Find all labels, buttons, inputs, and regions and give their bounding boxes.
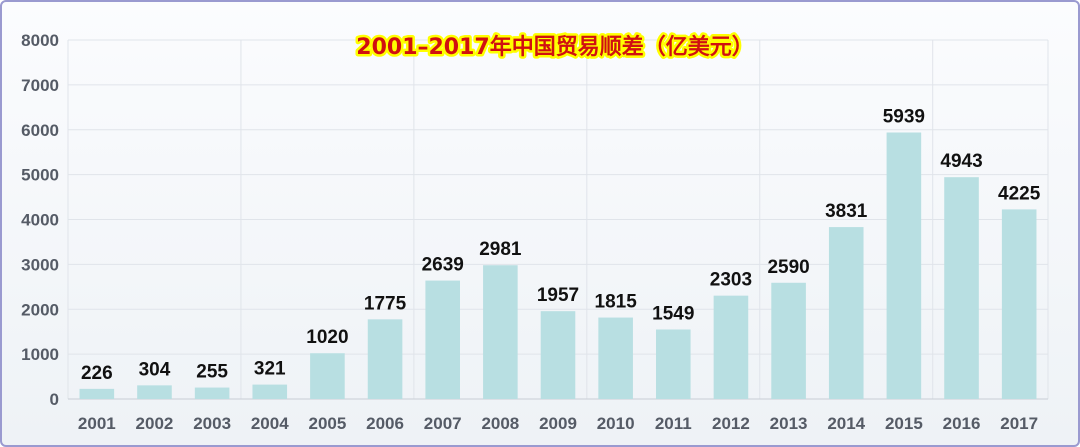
value-label-2014: 3831 [825, 201, 868, 222]
bar-2016 [944, 177, 979, 399]
x-tick-label-2009: 2009 [539, 414, 577, 433]
y-tick-label: 1000 [21, 345, 59, 364]
value-label-2001: 226 [81, 363, 113, 384]
x-tick-label-2010: 2010 [597, 414, 635, 433]
data-labels: 226 304 255 321 1020 1775 2639 2981 1957 1815 1549… [81, 106, 1041, 383]
x-tick-label-2003: 2003 [193, 414, 231, 433]
bar-2001 [79, 388, 115, 399]
bar-2010 [598, 317, 633, 399]
value-label-2006: 1775 [364, 293, 407, 314]
bar-2011 [656, 329, 691, 399]
value-label-2004: 321 [254, 359, 286, 380]
value-label-2007: 2639 [422, 255, 464, 276]
value-label-2016: 4943 [940, 151, 982, 172]
x-tick-label-2004: 2004 [251, 414, 289, 433]
value-label-2009: 1957 [537, 285, 579, 306]
value-label-2005: 1020 [306, 327, 348, 348]
bar-2013 [771, 282, 806, 399]
y-tick-label: 0 [50, 390, 59, 409]
y-tick-label: 8000 [21, 31, 59, 50]
bar-2007 [425, 280, 460, 399]
x-tick-label-2016: 2016 [943, 414, 981, 433]
x-tick-label-2007: 2007 [424, 414, 462, 433]
y-tick-label: 7000 [21, 76, 59, 95]
bar-2005 [310, 353, 345, 399]
y-tick-label: 6000 [21, 121, 59, 140]
value-label-2012: 2303 [710, 270, 752, 291]
value-label-2010: 1815 [595, 292, 638, 313]
y-tick-label: 5000 [21, 166, 59, 185]
bar-2009 [540, 311, 576, 399]
value-label-2003: 255 [196, 362, 228, 383]
x-tick-label-2011: 2011 [655, 414, 692, 433]
bar-2015 [886, 132, 922, 400]
x-axis-ticks: 2001 2002 2003 2004 2005 2006 2007 2008 2009 2010… [78, 414, 1038, 433]
x-tick-label-2015: 2015 [885, 414, 923, 433]
bars [79, 132, 1037, 400]
value-label-2013: 2590 [767, 257, 809, 278]
x-tick-label-2001: 2001 [78, 414, 116, 433]
x-tick-label-2006: 2006 [366, 414, 404, 433]
y-tick-label: 4000 [21, 211, 59, 230]
bar-2003 [194, 387, 230, 399]
x-tick-label-2013: 2013 [770, 414, 808, 433]
bar-2012 [713, 295, 749, 399]
value-label-2008: 2981 [479, 239, 522, 260]
y-tick-label: 3000 [21, 255, 59, 274]
bar-2002 [137, 385, 172, 399]
bar-2017 [1001, 209, 1037, 399]
chart-title: 2001–2017年中国贸易顺差（亿美元） [356, 34, 753, 60]
bar-2014 [828, 227, 864, 399]
y-tick-label: 2000 [21, 300, 59, 319]
value-label-2002: 304 [139, 359, 171, 380]
x-tick-label-2008: 2008 [481, 414, 519, 433]
value-label-2017: 4225 [998, 183, 1041, 204]
bar-2004 [252, 384, 288, 399]
bar-2008 [483, 265, 518, 399]
x-tick-label-2017: 2017 [1000, 414, 1038, 433]
x-tick-label-2012: 2012 [712, 414, 750, 433]
x-tick-label-2002: 2002 [136, 414, 174, 433]
bar-2006 [367, 319, 403, 399]
x-tick-label-2014: 2014 [827, 414, 865, 433]
value-label-2011: 1549 [652, 303, 694, 324]
x-tick-label-2005: 2005 [308, 414, 346, 433]
y-axis-ticks: 0 1000 2000 3000 4000 5000 6000 7000 8000 [21, 31, 59, 409]
value-label-2015: 5939 [883, 106, 925, 127]
